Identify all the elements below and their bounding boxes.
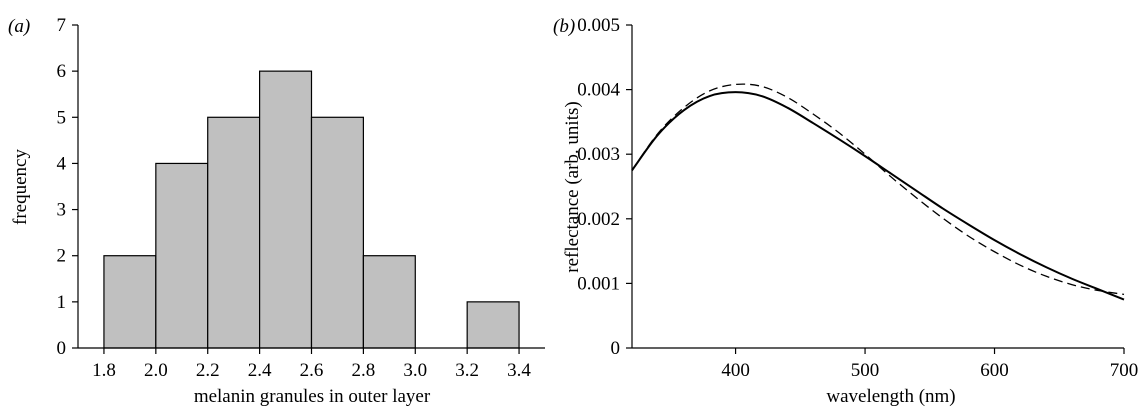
reflectance-x-tick-label: 700	[1110, 360, 1139, 381]
reflectance-solid-line	[631, 91, 1125, 301]
histogram-y-tick-label: 6	[57, 61, 67, 82]
histogram-bar	[362, 255, 416, 349]
histogram-y-tick-label: 5	[57, 107, 67, 128]
histogram-bar	[155, 162, 209, 349]
reflectance-dashed-line	[631, 83, 1125, 296]
histogram-x-ticks: 1.8 2.0 2.2 2.4 2.6 2.8 3.0 3.2 3.4	[92, 348, 531, 381]
histogram-bar	[466, 301, 520, 349]
histogram-x-tick-label: 3.2	[455, 360, 479, 381]
histogram-bars	[103, 70, 520, 349]
histogram-x-tick-label: 2.6	[300, 360, 324, 381]
histogram-bar	[310, 116, 364, 349]
histogram-bar	[207, 116, 261, 349]
histogram-x-tick-label: 3.4	[507, 360, 531, 381]
reflectance-y-tick-label: 0.002	[577, 209, 620, 230]
histogram-x-tick-label: 2.2	[196, 360, 220, 381]
histogram-y-tick-label: 3	[57, 200, 67, 221]
reflectance-y-tick-label: 0.005	[577, 15, 620, 36]
reflectance-y-tick-label: 0.001	[577, 273, 620, 294]
histogram-y-tick-label: 0	[57, 338, 67, 359]
histogram-y-tick-label: 2	[57, 246, 67, 267]
histogram-x-axis-label: melanin granules in outer layer	[194, 386, 431, 407]
reflectance-panel: (b) 0 0.001 0.002 0.003 0.004 0.005 400 500 600…	[553, 15, 1138, 407]
histogram-y-axis-label: frequency	[10, 149, 31, 225]
reflectance-x-ticks: 400 500 600 700	[721, 348, 1138, 381]
histogram-bar	[259, 70, 313, 349]
panel-b-label: (b)	[553, 16, 575, 37]
histogram-y-ticks: 0 1 2 3 4 5 6 7	[57, 15, 78, 359]
reflectance-lines	[631, 83, 1125, 301]
histogram-x-tick-label: 2.8	[352, 360, 376, 381]
panel-a-label: (a)	[8, 16, 30, 37]
reflectance-y-ticks: 0 0.001 0.002 0.003 0.004 0.005	[577, 15, 632, 359]
histogram-y-tick-label: 7	[57, 15, 67, 36]
histogram-bar	[103, 255, 157, 349]
reflectance-y-tick-label: 0.003	[577, 144, 620, 165]
reflectance-y-tick-label: 0.004	[577, 80, 620, 101]
histogram-y-tick-label: 4	[57, 153, 67, 174]
histogram-panel: (a) 0 1 2 3 4 5 6 7 1.8 2.0 2.2 2.4 2.6 2.8 3.0 3.2 3.4…	[8, 15, 545, 407]
histogram-x-tick-label: 2.4	[248, 360, 272, 381]
reflectance-y-axis-label: reflectance (arb. units)	[562, 101, 583, 272]
reflectance-x-tick-label: 400	[721, 360, 750, 381]
reflectance-axes	[631, 25, 1124, 349]
reflectance-x-axis-label: wavelength (nm)	[826, 386, 955, 407]
histogram-x-tick-label: 3.0	[403, 360, 427, 381]
histogram-x-tick-label: 1.8	[92, 360, 116, 381]
reflectance-x-tick-label: 600	[980, 360, 1009, 381]
reflectance-y-tick-label: 0	[611, 338, 621, 359]
histogram-x-tick-label: 2.0	[144, 360, 168, 381]
histogram-y-tick-label: 1	[57, 292, 67, 313]
reflectance-x-tick-label: 500	[851, 360, 880, 381]
